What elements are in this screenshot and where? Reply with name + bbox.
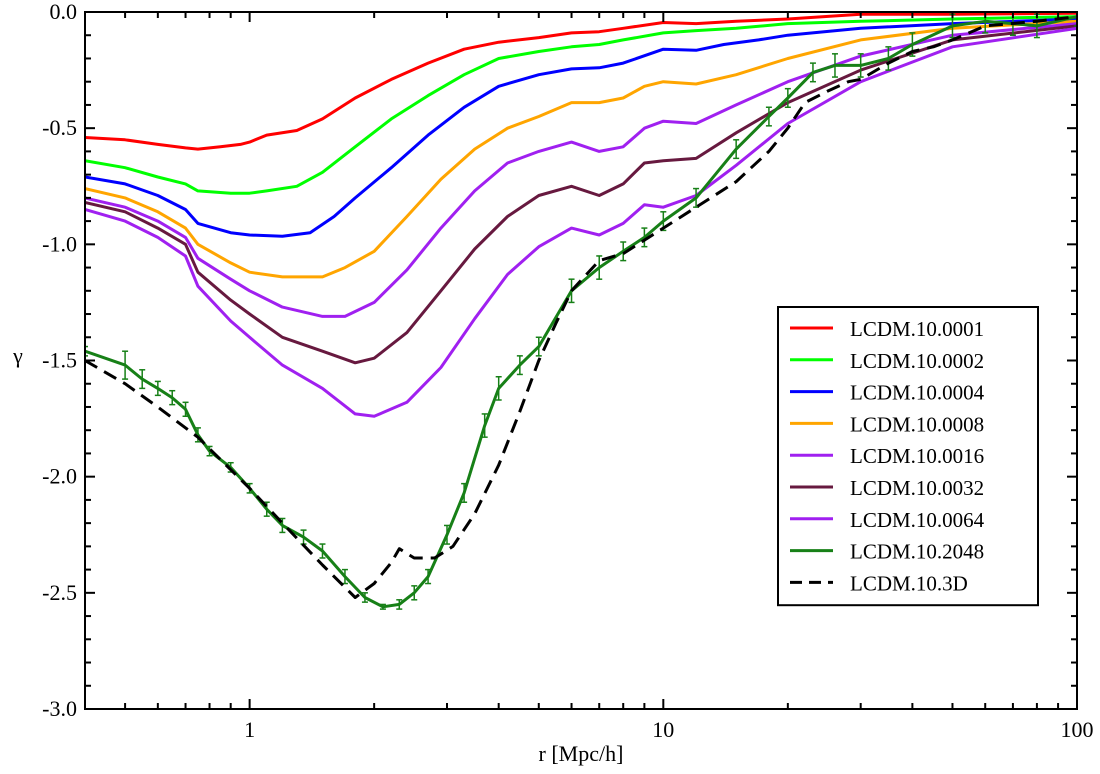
series-line-lcdm-10-0032 [85, 24, 1077, 365]
series-line-lcdm-10-0064 [85, 26, 1077, 418]
series-line-lcdm-10-0001 [85, 12, 1077, 151]
series-line-lcdm-10-0002 [85, 15, 1077, 195]
y-tick-label: -2.5 [42, 580, 77, 605]
x-axis-label: r [Mpc/h] [539, 741, 624, 766]
y-tick-label: 0.0 [50, 0, 78, 24]
legend-label: LCDM.10.0032 [850, 476, 984, 500]
legend-label: LCDM.10.3D [850, 571, 968, 595]
ticks-layer: 0.0 -0.5 -1.0 -1.5 -2.0 -2.5 -3.0 1 10 100 [42, 0, 1093, 742]
series-line-lcdm-10-3d [85, 15, 1077, 599]
y-axis-label: γ [12, 343, 23, 368]
legend-label: LCDM.10.0064 [850, 508, 985, 532]
legend-label: LCDM.10.0004 [850, 381, 985, 405]
y-tick-label: -3.0 [42, 696, 77, 721]
x-tick-label: 1 [244, 717, 255, 742]
y-tick-label: -1.0 [42, 231, 77, 256]
legend-label: LCDM.10.0001 [850, 317, 984, 341]
y-tick-label: -1.5 [42, 348, 77, 373]
series-line-lcdm-10-0004 [85, 17, 1077, 238]
legend-label: LCDM.10.0008 [850, 412, 984, 436]
x-tick-label: 100 [1061, 717, 1094, 742]
series-line-lcdm-10-0016 [85, 22, 1077, 318]
legend-label: LCDM.10.0016 [850, 444, 984, 468]
series-line-lcdm-10-0008 [85, 19, 1077, 279]
series-layer [85, 12, 1077, 610]
y-tick-label: -2.0 [42, 464, 77, 489]
legend: LCDM.10.0001 LCDM.10.0002 LCDM.10.0004 LCDM… [777, 306, 1039, 607]
legend-label: LCDM.10.0002 [850, 349, 984, 373]
x-tick-label: 10 [652, 717, 674, 742]
legend-label: LCDM.10.2048 [850, 540, 984, 564]
y-tick-label: -0.5 [42, 115, 77, 140]
